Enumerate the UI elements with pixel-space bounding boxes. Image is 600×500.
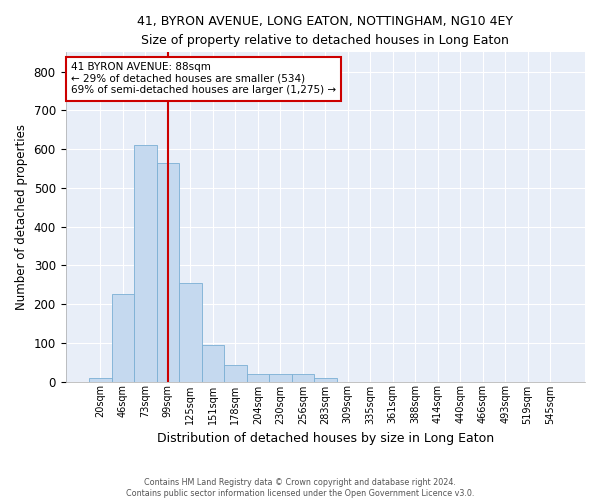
Bar [179,283,202,382]
Bar [314,378,337,382]
Bar [224,365,247,382]
Title: 41, BYRON AVENUE, LONG EATON, NOTTINGHAM, NG10 4EY
Size of property relative to : 41, BYRON AVENUE, LONG EATON, NOTTINGHAM… [137,15,513,47]
Bar [157,162,179,382]
Bar [202,344,224,382]
Bar [292,374,314,382]
Bar [112,294,134,382]
Y-axis label: Number of detached properties: Number of detached properties [15,124,28,310]
Text: 41 BYRON AVENUE: 88sqm
← 29% of detached houses are smaller (534)
69% of semi-de: 41 BYRON AVENUE: 88sqm ← 29% of detached… [71,62,336,96]
X-axis label: Distribution of detached houses by size in Long Eaton: Distribution of detached houses by size … [157,432,494,445]
Bar [247,374,269,382]
Bar [134,146,157,382]
Bar [269,374,292,382]
Text: Contains HM Land Registry data © Crown copyright and database right 2024.
Contai: Contains HM Land Registry data © Crown c… [126,478,474,498]
Bar [89,378,112,382]
